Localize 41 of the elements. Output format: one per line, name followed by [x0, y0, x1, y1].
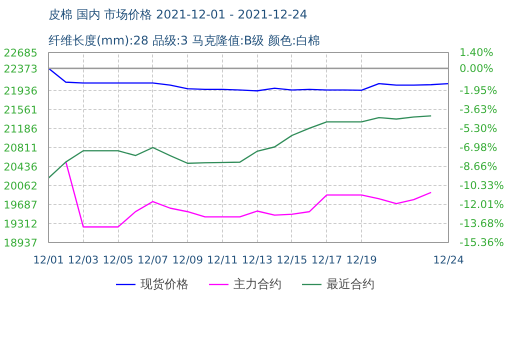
y-tick-label: 22373 [4, 62, 38, 76]
x-tick-label: 12/15 [276, 254, 308, 266]
y2-tick-label: -15.36% [460, 236, 504, 249]
legend-label: 主力合约 [234, 276, 282, 292]
x-tick-label: 12/24 [433, 254, 464, 266]
y-tick-label: 20811 [4, 142, 38, 154]
y2-tick-label: -5.30% [460, 122, 498, 135]
x-tick-label: 12/19 [346, 254, 378, 266]
y2-tick-label: -12.01% [460, 198, 504, 212]
x-tick-label: 12/03 [68, 254, 99, 266]
y2-tick-label: -3.63% [460, 103, 498, 116]
y-tick-label: 22685 [4, 46, 38, 60]
x-tick-label: 12/09 [172, 254, 204, 266]
y2-tick-label: 0.00% [460, 62, 494, 75]
x-tick-label: 12/01 [33, 254, 64, 266]
line-series [48, 115, 432, 179]
y-tick-label: 21936 [4, 84, 38, 98]
y-tick-label: 18937 [4, 236, 38, 250]
y2-tick-label: -10.33% [460, 178, 504, 192]
line-series [65, 161, 432, 228]
y-tick-label: 21186 [4, 122, 38, 136]
line-series [48, 68, 448, 92]
y2-tick-label: 1.40% [460, 46, 494, 59]
y2-tick-label: -8.66% [460, 160, 498, 174]
x-tick-label: 12/07 [137, 254, 168, 266]
legend-label: 现货价格 [140, 276, 188, 292]
y-tick-label: 20062 [4, 179, 38, 192]
y-tick-label: 19687 [4, 198, 38, 212]
legend-label: 最近合约 [326, 276, 374, 292]
y2-tick-label: -1.95% [460, 84, 498, 97]
y-tick-label: 19312 [4, 217, 38, 230]
y2-tick-label: -13.68% [460, 216, 504, 230]
y-tick-label: 21561 [4, 103, 38, 116]
x-tick-label: 12/13 [242, 254, 273, 266]
x-tick-label: 12/17 [311, 254, 342, 266]
y2-tick-label: -6.98% [460, 141, 498, 154]
chart-subtitle: 纤维长度(mm):28 品级:3 马克隆值:B级 颜色:白棉 [48, 34, 320, 48]
x-tick-label: 12/11 [207, 254, 238, 266]
chart-title: 皮棉 国内 市场价格 2021-12-01 - 2021-12-24 [48, 8, 308, 22]
x-tick-label: 12/05 [102, 254, 134, 266]
y-tick-label: 20436 [4, 160, 38, 174]
